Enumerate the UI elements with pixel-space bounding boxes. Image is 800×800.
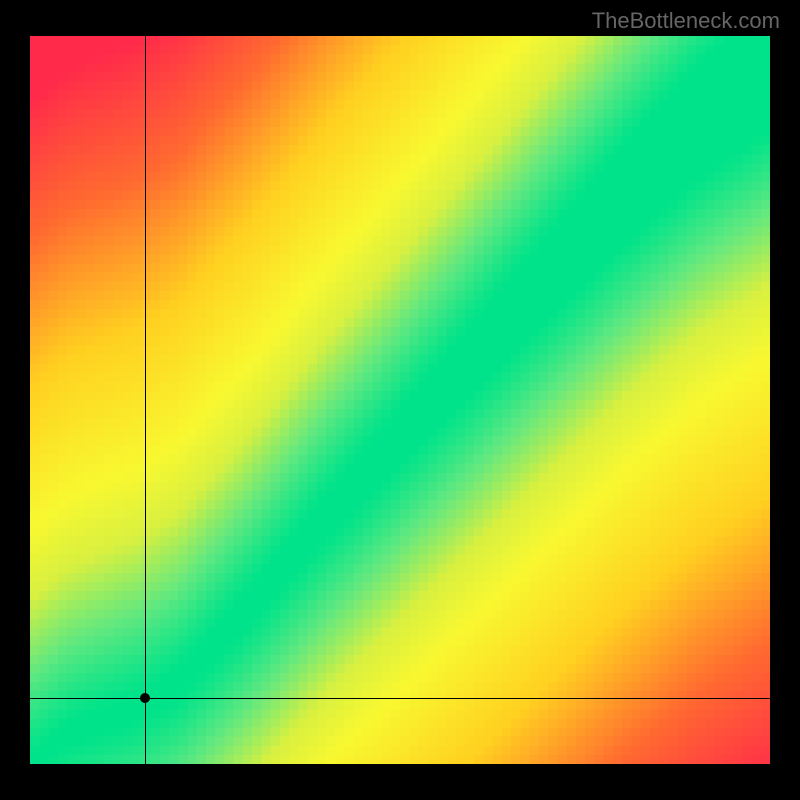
crosshair-vertical xyxy=(145,36,146,764)
watermark-text: TheBottleneck.com xyxy=(592,8,780,34)
chart-container: TheBottleneck.com xyxy=(0,0,800,800)
bottleneck-heatmap xyxy=(30,36,770,764)
